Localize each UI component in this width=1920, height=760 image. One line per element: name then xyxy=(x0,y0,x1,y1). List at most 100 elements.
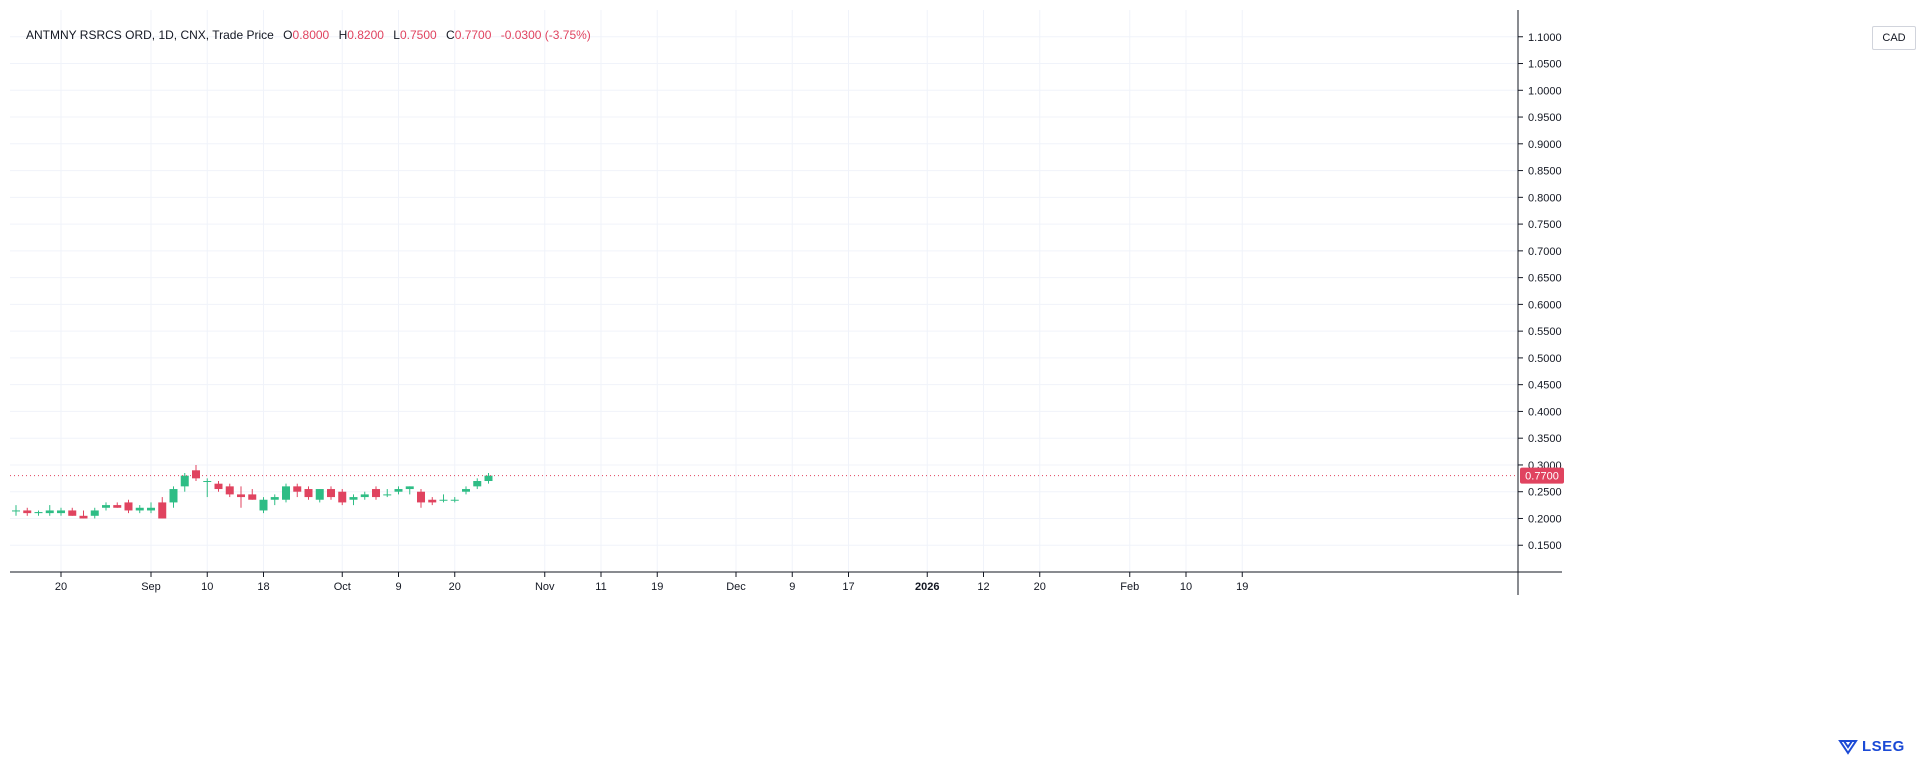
x-tick-label: 20 xyxy=(55,581,67,593)
candle xyxy=(327,486,335,500)
candle xyxy=(237,486,245,508)
candle-body xyxy=(237,494,245,498)
currency-button[interactable]: CAD xyxy=(1872,26,1916,50)
x-tick-label: 20 xyxy=(1034,581,1046,593)
last-price-label: 0.7700 xyxy=(1525,471,1559,483)
candle xyxy=(462,486,470,495)
x-tick-label: 10 xyxy=(201,581,213,593)
x-tick-label: Oct xyxy=(334,581,351,593)
candle xyxy=(203,478,212,498)
y-tick-label: 0.6000 xyxy=(1528,299,1562,311)
high-key: H xyxy=(338,28,348,42)
x-tick-label: 9 xyxy=(789,581,795,593)
open-key: O xyxy=(283,28,293,42)
candle-body xyxy=(102,505,110,508)
y-tick-label: 0.9500 xyxy=(1528,112,1562,124)
candle xyxy=(124,499,133,514)
candle-body xyxy=(327,489,335,498)
candle xyxy=(484,472,493,484)
candle-body xyxy=(383,494,392,496)
low-value: 0.7500 xyxy=(399,28,437,42)
x-tick-label: 18 xyxy=(257,581,269,593)
candle-body xyxy=(394,489,403,492)
candle-body xyxy=(473,481,482,487)
candle-body xyxy=(428,499,437,503)
logo-text: LSEG xyxy=(1862,738,1905,755)
candle xyxy=(158,497,167,519)
candle-body xyxy=(113,505,122,508)
candle xyxy=(270,494,279,506)
candles xyxy=(12,464,493,519)
candle-body xyxy=(23,510,32,514)
x-tick-label: Sep xyxy=(141,581,161,593)
candle xyxy=(304,486,313,500)
candle xyxy=(225,483,234,498)
candle-body xyxy=(147,507,155,511)
candle xyxy=(180,472,189,492)
x-tick-label: 11 xyxy=(595,581,606,593)
low-key: L xyxy=(393,28,400,42)
candle xyxy=(473,478,482,490)
candle-body xyxy=(315,489,324,500)
candle-body xyxy=(405,486,414,490)
candle-body xyxy=(214,483,223,490)
candle-body xyxy=(349,497,358,500)
y-tick-label: 0.5000 xyxy=(1528,353,1562,365)
x-tick-label: 19 xyxy=(651,581,663,593)
candle-body xyxy=(248,494,257,500)
lseg-logo-icon xyxy=(1838,739,1858,755)
y-tick-label: 1.0500 xyxy=(1528,59,1562,71)
y-tick-label: 0.2000 xyxy=(1528,513,1562,525)
candle xyxy=(248,489,257,500)
candle xyxy=(428,497,437,506)
y-tick-label: 0.6500 xyxy=(1528,273,1562,285)
y-tick-label: 0.3500 xyxy=(1528,433,1562,445)
close-key: C xyxy=(446,28,455,42)
candle xyxy=(135,505,144,514)
y-tick-label: 0.2500 xyxy=(1528,487,1562,499)
candle xyxy=(338,489,347,506)
candle-body xyxy=(304,489,313,498)
candle-body xyxy=(417,491,425,503)
candle-body xyxy=(462,489,470,492)
x-tick-label: 17 xyxy=(842,581,854,593)
candle-body xyxy=(90,510,99,516)
candle-body xyxy=(293,486,302,492)
grid xyxy=(10,10,1518,572)
candle-body xyxy=(450,499,459,501)
lseg-logo: LSEG xyxy=(1838,738,1905,755)
candle xyxy=(113,502,122,508)
candle xyxy=(169,486,178,508)
y-tick-label: 0.5500 xyxy=(1528,326,1562,338)
candle-body xyxy=(270,497,279,500)
candle xyxy=(214,481,223,492)
candle-body xyxy=(439,499,448,501)
high-value: 0.8200 xyxy=(347,28,384,42)
candle xyxy=(405,486,414,495)
open-value: 0.8000 xyxy=(292,28,330,42)
x-tick-label: Feb xyxy=(1120,581,1139,593)
candle xyxy=(282,483,290,503)
x-tick-label: 20 xyxy=(449,581,461,593)
x-tick-label: 2026 xyxy=(915,581,939,593)
candle xyxy=(90,507,99,519)
candle xyxy=(192,464,200,482)
y-tick-label: 0.4500 xyxy=(1528,380,1562,392)
change-value: -0.0300 (-3.75%) xyxy=(500,28,591,42)
candle-body xyxy=(259,499,268,511)
candle xyxy=(394,486,403,495)
x-tick-label: 12 xyxy=(977,581,989,593)
y-tick-label: 0.8000 xyxy=(1528,192,1562,204)
price-chart[interactable]: 1.1000 1.0500 1.0000 0.9500 0.9000 0.8500 0.80… xyxy=(10,10,1910,730)
candle xyxy=(349,494,358,506)
x-tick-label: 9 xyxy=(395,581,401,593)
candle-body xyxy=(12,510,20,512)
y-tick-label: 0.4000 xyxy=(1528,406,1562,418)
axes: 1.1000 1.0500 1.0000 0.9500 0.9000 0.8500 0.80… xyxy=(10,10,1564,595)
candle-body xyxy=(192,470,200,479)
candle xyxy=(79,510,88,519)
y-tick-label: 0.8500 xyxy=(1528,166,1562,178)
last-price-badge xyxy=(1520,467,1564,484)
candle-body xyxy=(158,502,167,519)
y-tick-label: 0.9000 xyxy=(1528,139,1562,151)
